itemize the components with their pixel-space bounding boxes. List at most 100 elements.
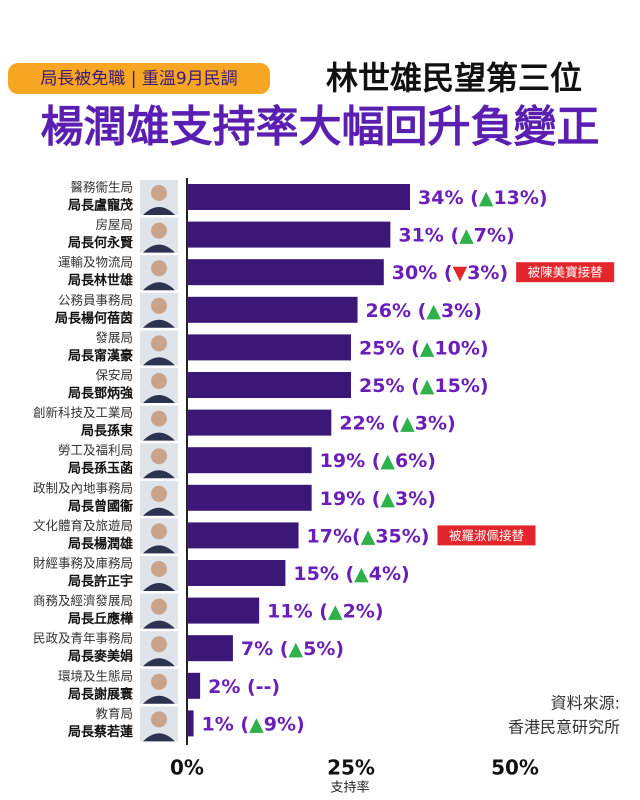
bureau-label: 文化體育及旅遊局 [33,518,133,533]
bar [187,710,194,737]
value-label: 30% (▼3%) [392,262,508,284]
portrait-head [151,598,167,615]
portrait-head [151,561,167,577]
y-tick-label: 局長盧寵茂 [68,198,133,214]
bureau-label: 民政及青年事務局 [33,631,133,646]
portrait-head [151,373,167,389]
bar [187,221,391,248]
bar [187,560,286,586]
y-tick-label: 局長楊何蓓茵 [55,310,133,326]
portrait-body [143,583,175,591]
portrait-head [151,410,167,427]
y-tick-label: 局長甯漢豪 [68,348,133,364]
bureau-label: 政制及內地事務局 [33,480,133,495]
bar [187,597,260,624]
portrait-body [143,507,175,516]
bureau-label: 勞工及福利局 [58,443,133,458]
bureau-label: 創新科技及工業局 [33,405,133,420]
bar [187,409,332,436]
portrait-head [151,335,167,352]
bureau-label: 商務及經濟發展局 [33,593,133,608]
y-tick-label: 局長楊潤雄 [68,536,133,552]
value-label: 34% (▲13%) [418,187,548,209]
bar [187,372,351,398]
y-tick-label: 局長孫玉菡 [68,461,133,477]
portrait-body [143,432,175,441]
value-label: 17%(▲35%) [307,525,430,547]
bureau-label: 環境及生態局 [58,668,133,683]
bar [187,334,351,361]
bar [187,296,358,323]
bureau-label: 醫務衞生局 [70,180,133,195]
value-label: 7% (▲5%) [241,638,344,660]
bar [187,635,233,662]
portrait-body [143,244,175,253]
bureau-label: 財經事務及庫務局 [33,556,133,571]
badge [8,63,270,94]
portrait-head [151,448,167,465]
value-label: 22% (▲3%) [339,412,455,434]
portrait-body [143,207,175,215]
value-label: 19% (▲3%) [320,487,436,509]
bar [187,672,201,699]
portrait-body [143,357,175,366]
bureau-label: 運輸及物流局 [58,255,133,270]
y-tick-label: 局長鄧炳強 [68,386,133,402]
portrait-head [151,636,167,653]
source: 資料來源: [551,694,620,713]
portrait-body [143,395,175,403]
portrait-head [151,297,167,314]
source: 香港民意研究所 [508,718,620,737]
portrait-head [151,260,167,277]
portrait-body [143,695,175,704]
x-tick-label: 50% [491,756,539,780]
value-label: 11% (▲2%) [267,600,383,622]
note: 被羅淑佩接替 [449,528,525,543]
y-tick-label: 局長何永賢 [68,235,134,251]
y-tick-label: 局長許正宇 [68,574,133,590]
value-label: 1% (▲9%) [202,713,305,735]
portrait-head [151,485,167,502]
portrait-body [143,733,175,742]
x-tick-label: 25% [327,756,375,780]
portrait-head [151,185,167,201]
y-tick-label: 局長蔡若蓮 [68,724,133,740]
note: 被陳美寶接替 [528,265,604,280]
note-box [437,525,536,546]
bureau-label: 發展局 [95,330,133,345]
portrait-body [143,545,175,554]
portrait-head [151,222,167,239]
bar [187,259,384,286]
bureau-label: 保安局 [95,368,133,383]
bar [187,522,299,549]
bar [187,484,312,511]
portrait-body [143,658,175,667]
chart-subtitle: 楊潤雄支持率大幅回升負變正 [41,103,600,153]
bureau-label: 房屋局 [95,217,133,232]
y-tick-label: 局長謝展寰 [68,686,133,702]
chart-title: 林世雄民望第三位 [326,59,582,97]
value-label: 19% (▲6%) [320,450,436,472]
bureau-label: 公務員事務局 [58,292,133,307]
portrait-body [143,319,175,328]
value-label: 26% (▲3%) [366,299,482,321]
portrait-body [143,470,175,479]
portrait-head [151,711,167,728]
portrait-head [151,673,167,690]
value-label: 31% (▲7%) [398,224,514,246]
y-tick-label: 局長麥美娟 [68,649,133,665]
value-label: 25% (▲10%) [359,337,489,359]
value-label: 25% (▲15%) [359,375,489,397]
y-tick-label: 局長曾國衞 [68,498,133,514]
y-tick-label: 局長孫東 [81,423,133,439]
bar [187,184,411,210]
portrait-body [143,282,175,291]
portrait-head [151,523,167,540]
value-label: 2% (--) [208,675,280,697]
y-tick-label: 局長丘應樺 [68,611,133,627]
bureau-label: 教育局 [95,706,133,721]
badge-text: 局長被免職 | 重溫9月民調 [40,69,237,89]
y-tick-label: 局長林世雄 [68,273,133,289]
value-label: 15% (▲4%) [293,563,409,585]
